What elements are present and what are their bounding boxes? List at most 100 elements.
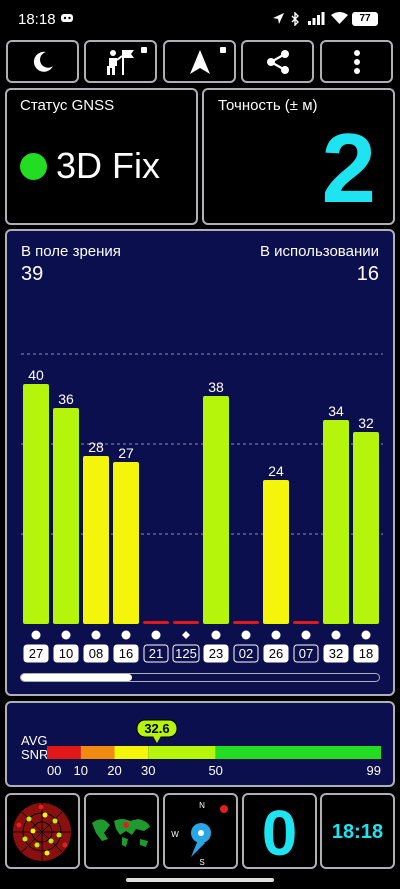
chart-marker-circle — [331, 630, 341, 640]
snr-segment — [80, 746, 115, 759]
chart-tick-label: 08 — [89, 646, 103, 661]
navigation-button[interactable] — [163, 40, 236, 83]
satellite-bar-chart: 40 27 36 10 28 08 27 16 21 125 38 23 02 24 26 07 34 32 32 1… — [21, 353, 383, 663]
chart-bar-02 — [233, 621, 259, 624]
status-time: 18:18 — [18, 11, 56, 28]
chart-tick-label: 27 — [29, 646, 43, 661]
lock-icon — [141, 47, 147, 53]
gesture-nav-handle[interactable] — [126, 878, 274, 882]
in-use-label: В использовании — [260, 243, 379, 260]
more-options-button[interactable] — [320, 40, 393, 83]
chart-tick-label: 26 — [269, 646, 283, 661]
navigation-arrow-icon — [189, 49, 210, 74]
gamepad-icon — [60, 12, 74, 27]
sky-plot-icon — [13, 803, 71, 861]
snr-segment — [215, 746, 381, 759]
chart-marker-circle — [31, 630, 41, 640]
chart-marker-circle — [361, 630, 371, 640]
satellite-count-value: 0 — [261, 797, 298, 869]
snr-avg-pointer — [152, 736, 161, 743]
chart-value-label: 28 — [88, 439, 104, 455]
satellite-count-button[interactable]: 0 — [242, 793, 317, 869]
snr-tick-label: 20 — [107, 763, 121, 778]
share-button[interactable] — [241, 40, 314, 83]
world-map-button[interactable] — [84, 793, 159, 869]
fix-indicator-dot — [20, 153, 47, 180]
chart-satellite-id-box — [293, 644, 319, 663]
chart-bar-125 — [173, 621, 199, 624]
chart-tick-label: 16 — [119, 646, 133, 661]
chart-value-label: 27 — [118, 445, 134, 461]
chart-tick-label: 18 — [359, 646, 373, 661]
chart-bar-32 — [323, 420, 349, 624]
compass-icon: N S W — [171, 801, 228, 867]
chart-satellite-id-box — [113, 644, 139, 663]
chart-value-label: 36 — [58, 391, 74, 407]
snr-tick-label: 00 — [47, 763, 61, 778]
snr-segment — [114, 746, 149, 759]
clock-value: 18:18 — [331, 821, 384, 843]
in-view-label: В поле зрения — [21, 243, 121, 260]
more-vertical-icon — [353, 49, 360, 74]
lock-icon — [220, 47, 226, 53]
chart-tick-label: 07 — [299, 646, 313, 661]
chart-satellite-id-box — [53, 644, 79, 663]
chart-value-label: 40 — [28, 367, 44, 383]
chart-scrollbar[interactable] — [20, 673, 380, 682]
sky-view-button[interactable] — [84, 40, 157, 83]
chart-satellite-id-box — [172, 644, 200, 663]
gnss-status-value: 3D Fix — [56, 145, 161, 186]
chart-satellite-id-box — [353, 644, 379, 663]
compass-button[interactable]: N S W — [163, 793, 238, 869]
chart-scroll-thumb[interactable] — [21, 674, 132, 681]
man-with-flag-icon — [106, 49, 134, 75]
chart-bar-21 — [143, 621, 169, 624]
snr-label: SNR — [21, 747, 48, 762]
chart-marker-circle — [121, 630, 131, 640]
chart-marker-circle — [61, 630, 71, 640]
chart-marker-circle — [271, 630, 281, 640]
chart-marker-circle — [301, 630, 311, 640]
chart-value-label: 38 — [208, 379, 224, 395]
chart-tick-label: 10 — [59, 646, 73, 661]
chart-tick-label: 21 — [149, 646, 163, 661]
chart-value-label: 34 — [328, 403, 344, 419]
chart-value-label: 24 — [268, 463, 284, 479]
night-mode-button[interactable] — [6, 40, 79, 83]
status-bar: 18:18 77 — [0, 0, 400, 38]
chart-value-label: 32 — [358, 415, 374, 431]
chart-bar-18 — [353, 432, 379, 624]
wifi-icon — [331, 12, 348, 28]
chart-tick-label: 32 — [329, 646, 343, 661]
chart-satellite-id-box — [143, 644, 169, 663]
world-map-icon — [92, 819, 150, 847]
moon-icon — [33, 51, 53, 72]
snr-tick-label: 50 — [208, 763, 222, 778]
chart-satellite-id-box — [83, 644, 109, 663]
snr-segment — [47, 746, 81, 759]
signal-icon — [308, 12, 326, 28]
chart-tick-label: 23 — [209, 646, 223, 661]
sky-plot-button[interactable] — [5, 793, 80, 869]
chart-bar-27 — [23, 384, 49, 624]
clock-button[interactable]: 18:18 — [320, 793, 395, 869]
snr-panel: AVG SNR 00 10 20 30 50 99 32.6 — [5, 701, 395, 787]
compass-n: N — [199, 801, 205, 810]
accuracy-panel[interactable] — [202, 88, 395, 225]
chart-satellite-id-box — [23, 644, 49, 663]
battery-indicator: 77 — [352, 12, 378, 26]
snr-segment — [148, 746, 216, 759]
chart-bar-08 — [83, 456, 109, 624]
chart-marker-circle — [91, 630, 101, 640]
chart-bar-23 — [203, 396, 229, 624]
snr-avg-label: AVG — [21, 733, 48, 748]
bluetooth-icon — [290, 11, 300, 29]
location-arrow-icon — [272, 12, 285, 28]
chart-satellite-id-box — [323, 644, 349, 663]
accuracy-label: Точность (± м) — [218, 97, 318, 114]
satellite-snr-chart-panel[interactable]: В поле зрения 39 В использовании 16 40 27… — [5, 229, 395, 696]
chart-satellite-id-box — [263, 644, 289, 663]
chart-bar-26 — [263, 480, 289, 624]
snr-tick-label: 10 — [74, 763, 88, 778]
chart-satellite-id-box — [203, 644, 229, 663]
